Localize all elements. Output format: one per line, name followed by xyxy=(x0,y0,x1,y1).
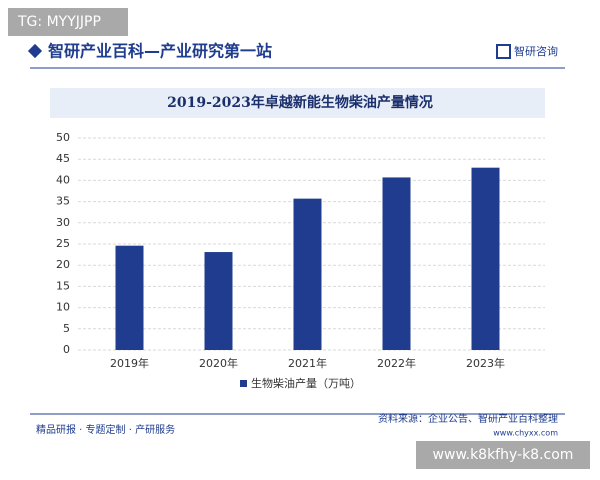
x-tick-label: 2020年 xyxy=(199,356,238,370)
y-tick-label: 45 xyxy=(56,152,70,165)
x-tick-label: 2022年 xyxy=(377,356,416,370)
plot: 0 5 10 15 20 25 30 35 40 45 50 2019年 2020年 2021年 2022年… xyxy=(56,131,545,390)
header-icon xyxy=(27,43,43,59)
header-title: 智研产业百科—产业研究第一站 xyxy=(48,42,272,61)
y-tick-label: 0 xyxy=(63,343,70,356)
logo-icon xyxy=(496,44,511,59)
footer-source: 资料来源：企业公告、智研产业百科整理 xyxy=(378,412,558,425)
bar xyxy=(382,177,411,350)
x-tick-label: 2021年 xyxy=(288,356,327,370)
overlay-text: www.k8kfhy-k8.com xyxy=(433,447,574,463)
y-tick-label: 10 xyxy=(56,301,70,314)
legend-label: 生物柴油产量（万吨） xyxy=(251,376,361,390)
logo-text: 智研咨询 xyxy=(514,44,558,58)
overlay-text: TG: MYYJJPP xyxy=(17,14,101,30)
overlay-box xyxy=(416,441,590,469)
title-band xyxy=(50,88,545,118)
y-tick-label: 5 xyxy=(63,322,70,335)
y-tick-label: 15 xyxy=(56,279,70,292)
y-tick-label: 35 xyxy=(56,195,70,208)
bar xyxy=(204,252,233,350)
y-tick-label: 50 xyxy=(56,131,70,144)
bar xyxy=(471,167,500,350)
chart-title: 2019-2023年卓越新能生物柴油产量情况 xyxy=(167,94,433,111)
footer-services: 精品研报 · 专题定制 · 产研服务 xyxy=(36,423,175,436)
x-tick-label: 2019年 xyxy=(110,356,149,370)
y-tick-label: 25 xyxy=(56,237,70,250)
y-tick-label: 20 xyxy=(56,258,70,271)
legend-marker xyxy=(240,380,247,387)
y-tick-label: 40 xyxy=(56,173,70,186)
x-tick-label: 2023年 xyxy=(466,356,505,370)
y-tick-label: 30 xyxy=(56,216,70,229)
overlay-box xyxy=(8,8,128,36)
bar xyxy=(293,198,322,350)
bar xyxy=(115,245,144,350)
footer-site: www.chyxx.com xyxy=(493,429,558,438)
